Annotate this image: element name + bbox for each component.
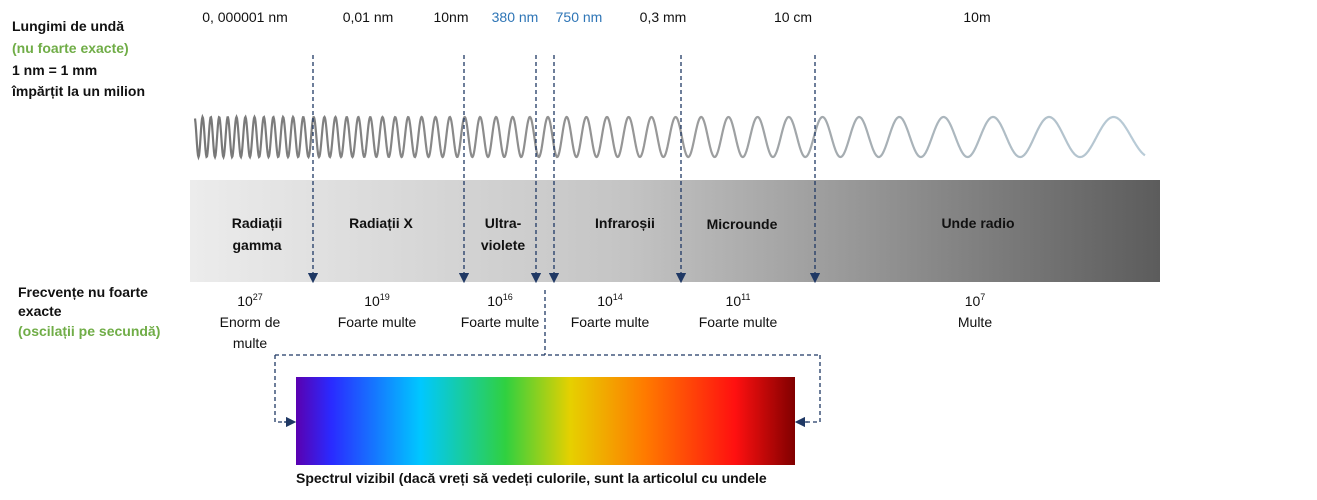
exponent: 14 bbox=[612, 292, 623, 302]
frequency-value: 1016 bbox=[455, 287, 545, 312]
visible-spectrum bbox=[296, 377, 795, 465]
frequency-value: 1014 bbox=[565, 287, 655, 312]
exponent: 19 bbox=[379, 292, 390, 302]
band-label: Radiații gamma bbox=[231, 215, 283, 253]
exponent: 7 bbox=[980, 292, 986, 302]
band-label: Microunde bbox=[706, 216, 778, 232]
spectrum-bar bbox=[190, 180, 1160, 282]
band-label: Radiații X bbox=[349, 215, 413, 231]
frequency-value: 1011 bbox=[693, 287, 783, 312]
frequency: 1014 Foarte multe bbox=[565, 287, 655, 333]
base: 10 bbox=[364, 293, 380, 309]
exponent: 16 bbox=[502, 292, 513, 302]
dividers bbox=[274, 55, 821, 428]
wavelength: 750 nm bbox=[555, 9, 603, 25]
exponent: 11 bbox=[741, 292, 751, 302]
band-label: Unde radio bbox=[941, 215, 1015, 231]
frequency-value: 107 bbox=[930, 287, 1020, 312]
base: 10 bbox=[597, 293, 613, 309]
exponent: 27 bbox=[252, 292, 263, 302]
band-label: Infraroșii bbox=[595, 215, 655, 231]
frequency: 1027 Enorm de multe bbox=[205, 287, 295, 354]
frequency-label: Foarte multe bbox=[570, 314, 650, 330]
frequency: 107 Multe bbox=[930, 287, 1020, 333]
wavelength: 380 nm bbox=[491, 9, 539, 25]
frequency: 1016 Foarte multe bbox=[455, 287, 545, 333]
base: 10 bbox=[725, 293, 742, 309]
label: Frecvențe nu foarte exacte bbox=[18, 284, 148, 319]
base: 10 bbox=[964, 293, 981, 309]
base: 10 bbox=[237, 293, 253, 309]
frequency: 1011 Foarte multe bbox=[693, 287, 783, 333]
frequency-value: 1027 bbox=[205, 287, 295, 312]
frequency-label: Multe bbox=[957, 314, 993, 330]
wavelength: 0, 000001 nm bbox=[202, 9, 288, 25]
wavelength: 10nm bbox=[433, 9, 469, 25]
band-label: Ultra-violete bbox=[480, 215, 526, 253]
frequency-label: Foarte multe bbox=[337, 314, 417, 330]
frequency-label: Foarte multe bbox=[460, 314, 540, 330]
wavelength: 10 cm bbox=[773, 9, 813, 25]
frequency: 1019 Foarte multe bbox=[332, 287, 422, 333]
caption: Spectrul vizibil (dacă vreți să vedeți c… bbox=[296, 470, 767, 486]
wavelength: 0,01 nm bbox=[342, 9, 394, 25]
label: (oscilații pe secundă) bbox=[18, 323, 161, 339]
frequency-label: Foarte multe bbox=[698, 314, 778, 330]
frequency-value: 1019 bbox=[332, 287, 422, 312]
label: Lungimi de undă bbox=[12, 18, 124, 34]
frequency-label: Enorm de multe bbox=[219, 314, 281, 351]
wave bbox=[193, 113, 1146, 161]
label: 1 nm = 1 mm bbox=[12, 62, 98, 78]
wavelength: 0,3 mm bbox=[639, 9, 687, 25]
wavelength: 10m bbox=[963, 9, 991, 25]
label: (nu foarte exacte) bbox=[12, 40, 129, 56]
label: împărțit la un milion bbox=[12, 83, 146, 99]
base: 10 bbox=[487, 293, 503, 309]
